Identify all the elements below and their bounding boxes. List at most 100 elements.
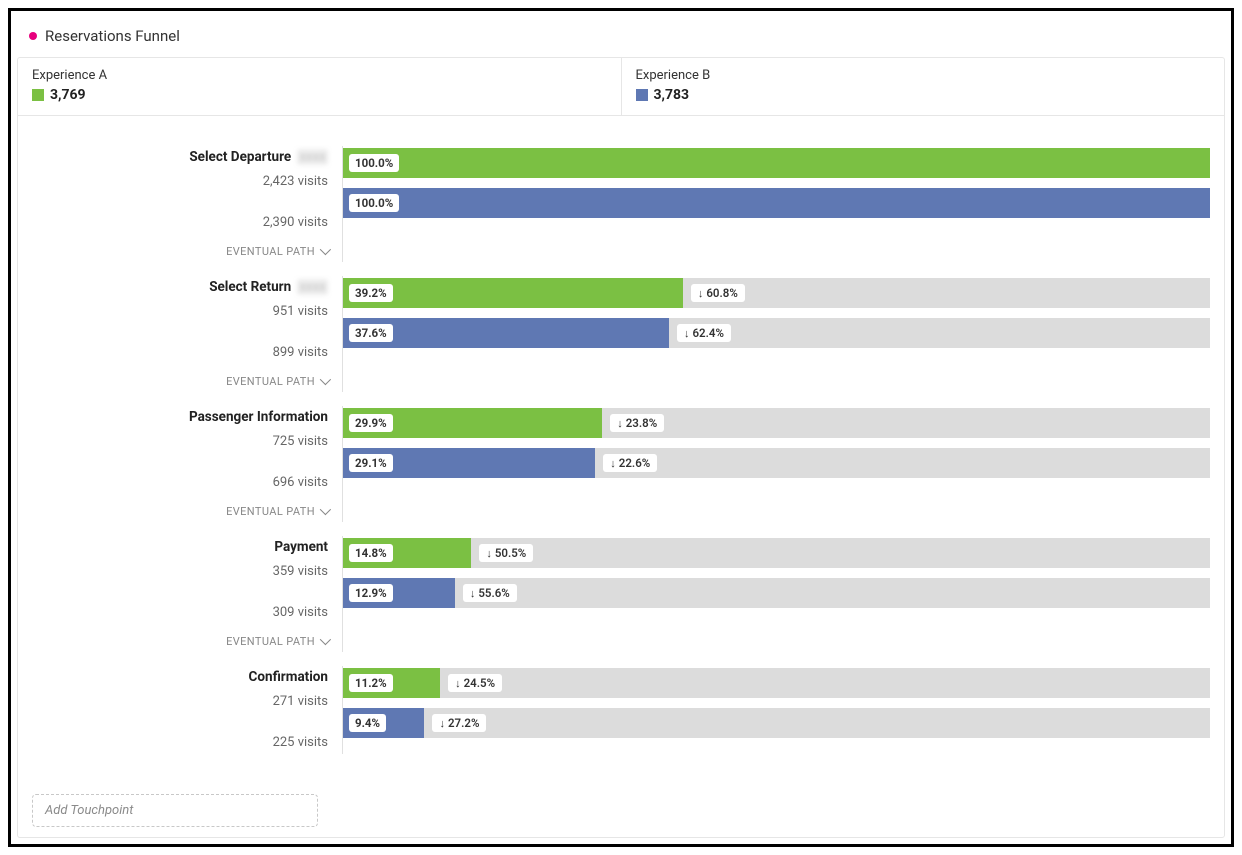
bar-fill-a: 29.9%: [343, 408, 602, 438]
bar-track-b: 100.0%: [343, 188, 1210, 218]
bar-fill-b: 9.4%: [343, 708, 424, 738]
down-arrow-icon: ↓: [610, 458, 616, 469]
bars-col: 39.2%↓60.8%37.6%↓62.4%: [342, 276, 1210, 392]
chevron-down-icon: [320, 504, 331, 515]
drop-value: 22.6%: [619, 456, 650, 470]
pct-badge-a: 100.0%: [349, 154, 399, 172]
pct-badge-b: 12.9%: [349, 584, 393, 602]
bar-fill-b: 29.1%: [343, 448, 595, 478]
bars-col: 100.0% 100.0%: [342, 146, 1210, 262]
experience-a-label: Experience A: [32, 68, 607, 83]
bar-track-b: 12.9%↓55.6%: [343, 578, 1210, 608]
pct-badge-a: 39.2%: [349, 284, 393, 302]
experience-a-value: 3,769: [50, 87, 86, 103]
visits-a: 951 visits: [32, 299, 328, 323]
drop-badge-a: ↓60.8%: [691, 284, 745, 302]
eventual-path-label: EVENTUAL PATH: [226, 375, 315, 388]
bar-track-b: 37.6% ↓62.4%: [343, 318, 1210, 348]
eventual-path-label: EVENTUAL PATH: [226, 245, 315, 258]
chevron-down-icon: [320, 374, 331, 385]
chevron-down-icon: [320, 244, 331, 255]
step-title: Payment: [32, 538, 328, 556]
visits-b: 899 visits: [32, 340, 328, 364]
bars-col: 14.8%↓50.5%12.9%↓55.6%: [342, 536, 1210, 652]
step-name: Select Return: [209, 279, 291, 295]
step-left-col: Select Departure xxxx 2,423 visits 2,390 vi…: [32, 146, 342, 262]
drop-badge-b: ↓62.4%: [677, 324, 731, 342]
funnel-step: Confirmation271 visits225 visits11.2%↓24…: [32, 666, 1210, 754]
bar-fill-a: 11.2%: [343, 668, 440, 698]
redacted-icon: xxxx: [297, 279, 328, 295]
bar-fill-a: 39.2%: [343, 278, 683, 308]
bar-track-b: 29.1% ↓22.6%: [343, 448, 1210, 478]
title-row: Reservations Funnel: [17, 23, 1225, 57]
bars-col: 11.2%↓24.5%9.4%↓27.2%: [342, 666, 1210, 754]
step-left-col: Passenger Information 725 visits 696 visit…: [32, 406, 342, 522]
bar-track-a: 100.0%: [343, 148, 1210, 178]
step-left-col: Select Return xxxx 951 visits 899 visits EVE…: [32, 276, 342, 392]
experience-b-value: 3,783: [654, 87, 690, 103]
bars-col: 29.9%↓23.8%29.1%↓22.6%: [342, 406, 1210, 522]
pct-badge-a: 14.8%: [349, 544, 393, 562]
drop-badge-a: ↓23.8%: [610, 414, 664, 432]
visits-b: 309 visits: [32, 600, 328, 624]
visits-a: 359 visits: [32, 559, 328, 583]
bar-fill-b: 100.0%: [343, 188, 1210, 218]
down-arrow-icon: ↓: [439, 718, 445, 729]
pct-badge-b: 9.4%: [349, 714, 386, 732]
step-left-col: Payment 359 visits 309 visits EVENTUAL PATH: [32, 536, 342, 652]
step-name: Payment: [274, 539, 328, 555]
funnel-step: Passenger Information 725 visits 696 visit…: [32, 406, 1210, 522]
pct-badge-a: 29.9%: [349, 414, 393, 432]
step-title: Confirmation: [32, 668, 328, 686]
experience-b-label: Experience B: [636, 68, 1211, 83]
eventual-path-toggle[interactable]: EVENTUAL PATH: [32, 500, 328, 522]
pct-badge-b: 37.6%: [349, 324, 393, 342]
visits-b: 225 visits: [32, 730, 328, 754]
down-arrow-icon: ↓: [470, 588, 476, 599]
experience-b-header: Experience B 3,783: [621, 58, 1225, 115]
down-arrow-icon: ↓: [617, 418, 623, 429]
drop-value: 24.5%: [464, 676, 495, 690]
redacted-icon: xxxx: [297, 149, 328, 165]
down-arrow-icon: ↓: [455, 678, 461, 689]
funnel-panel: Experience A 3,769 Experience B 3,783 Se…: [17, 57, 1225, 838]
step-left-col: Confirmation 271 visits 225 visits: [32, 666, 342, 754]
drop-value: 60.8%: [706, 286, 737, 300]
outer-frame: Reservations Funnel Experience A 3,769 E…: [8, 8, 1234, 847]
eventual-path-toggle[interactable]: EVENTUAL PATH: [32, 630, 328, 652]
step-title: Select Departure xxxx: [32, 148, 328, 166]
drop-value: 62.4%: [692, 326, 723, 340]
bar-fill-b: 37.6%: [343, 318, 669, 348]
visits-a: 2,423 visits: [32, 169, 328, 193]
step-title: Passenger Information: [32, 408, 328, 426]
down-arrow-icon: ↓: [684, 328, 690, 339]
down-arrow-icon: ↓: [486, 548, 492, 559]
step-name: Passenger Information: [189, 409, 328, 425]
eventual-path-toggle[interactable]: EVENTUAL PATH: [32, 370, 328, 392]
bar-track-a: 39.2% ↓60.8%: [343, 278, 1210, 308]
pct-badge-b: 29.1%: [349, 454, 393, 472]
drop-badge-a: ↓50.5%: [479, 544, 533, 562]
drop-badge-a: ↓24.5%: [448, 674, 502, 692]
add-touchpoint-button[interactable]: Add Touchpoint: [32, 794, 318, 827]
visits-a: 271 visits: [32, 689, 328, 713]
pct-badge-b: 100.0%: [349, 194, 399, 212]
experience-b-swatch-icon: [636, 89, 648, 101]
drop-value: 50.5%: [495, 546, 526, 560]
panel-title: Reservations Funnel: [45, 27, 180, 45]
eventual-path-label: EVENTUAL PATH: [226, 505, 315, 518]
funnel-step: Payment 359 visits 309 visits EVENTUAL PATH…: [32, 536, 1210, 652]
drop-value: 27.2%: [448, 716, 479, 730]
eventual-path-toggle[interactable]: EVENTUAL PATH: [32, 240, 328, 262]
drop-value: 23.8%: [626, 416, 657, 430]
drop-badge-b: ↓22.6%: [603, 454, 657, 472]
down-arrow-icon: ↓: [698, 288, 704, 299]
visits-b: 696 visits: [32, 470, 328, 494]
visits-b: 2,390 visits: [32, 210, 328, 234]
visits-a: 725 visits: [32, 429, 328, 453]
step-name: Select Departure: [189, 149, 291, 165]
eventual-path-label: EVENTUAL PATH: [226, 635, 315, 648]
bar-track-b: 9.4% ↓27.2%: [343, 708, 1210, 738]
step-title: Select Return xxxx: [32, 278, 328, 296]
